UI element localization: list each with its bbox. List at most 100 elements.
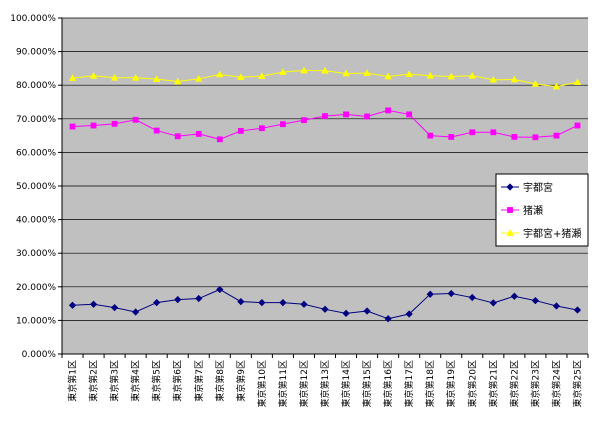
data-point-series-3 <box>405 70 413 77</box>
x-tick-label: 東京第2区 <box>88 360 100 402</box>
data-point-series-3 <box>216 70 224 78</box>
legend-label: 宇都宮+猪瀬 <box>523 227 581 240</box>
data-point-series-1 <box>447 289 455 298</box>
data-point-series-1 <box>510 292 518 300</box>
x-tick-label: 東京第24区 <box>550 360 562 407</box>
data-point-series-2 <box>322 113 328 120</box>
data-point-series-2 <box>132 116 139 123</box>
data-point-series-3 <box>300 66 308 74</box>
data-point-series-1 <box>195 294 203 303</box>
x-axis-tick-labels: 東京第1区 東京第2区 東京第3区 東京第4区 東京第5区 東京第6区 東京第7区 東京第8区… <box>67 360 584 407</box>
data-point-series-3 <box>363 69 371 76</box>
data-point-series-2 <box>343 111 349 118</box>
data-point-series-2 <box>469 129 476 136</box>
data-point-series-1 <box>68 301 77 309</box>
data-point-series-2 <box>574 122 581 129</box>
data-point-series-1 <box>531 296 540 305</box>
legend-label: 宇都宮 <box>523 181 553 194</box>
data-point-series-2 <box>258 125 265 132</box>
data-point-series-1 <box>110 304 119 312</box>
x-tick-label: 東京第7区 <box>193 360 205 402</box>
data-point-series-3 <box>426 71 434 79</box>
data-point-series-2 <box>237 127 244 134</box>
legend-label: 猪瀬 <box>523 205 543 217</box>
y-tick-label: 80.000% <box>16 81 56 91</box>
y-tick-label: 100.000% <box>10 14 56 24</box>
axes <box>61 18 589 358</box>
x-tick-label: 東京第19区 <box>445 360 457 407</box>
x-tick-label: 東京第17区 <box>403 360 415 407</box>
x-tick-label: 東京第22区 <box>508 360 520 407</box>
x-tick-label: 東京第16区 <box>382 360 394 407</box>
y-tick-label: 30.000% <box>16 249 56 259</box>
data-point-series-2 <box>511 134 518 140</box>
y-axis-tick-labels: 0.000% 10.000% 20.000% 30.000% 40.000% 50.000… <box>10 14 56 360</box>
data-point-series-2 <box>216 136 223 143</box>
data-point-series-3 <box>237 73 245 80</box>
data-point-series-3 <box>68 74 77 82</box>
legend-swatch-marker <box>507 207 513 213</box>
data-point-series-1 <box>153 298 161 307</box>
data-point-series-2 <box>385 107 392 114</box>
data-point-series-3 <box>195 74 203 82</box>
data-point-series-2 <box>195 131 202 137</box>
legend-swatch-marker <box>506 229 514 236</box>
data-point-series-3 <box>110 73 119 81</box>
data-point-series-3 <box>573 78 582 86</box>
data-point-series-3 <box>531 80 540 87</box>
data-point-series-2 <box>427 132 434 139</box>
x-tick-label: 東京第15区 <box>361 360 373 407</box>
data-point-series-3 <box>552 82 561 90</box>
x-tick-label: 東京第25区 <box>571 360 583 407</box>
x-tick-label: 東京第3区 <box>109 360 121 402</box>
data-point-series-3 <box>89 71 98 79</box>
data-point-series-1 <box>426 290 434 298</box>
data-point-series-1 <box>216 285 224 294</box>
x-tick-label: 東京第1区 <box>67 360 79 402</box>
data-point-series-1 <box>363 307 371 315</box>
data-point-series-2 <box>532 134 539 141</box>
data-point-series-1 <box>321 305 329 313</box>
data-point-series-3 <box>174 77 182 85</box>
data-point-series-2 <box>490 129 497 136</box>
data-point-series-2 <box>153 127 160 134</box>
data-point-series-2 <box>301 117 307 124</box>
data-point-series-2 <box>90 122 97 129</box>
data-point-series-1 <box>552 302 561 310</box>
data-point-series-2 <box>364 113 370 120</box>
legend-swatch-marker <box>506 183 514 191</box>
data-point-series-3 <box>447 72 455 80</box>
data-point-series-2 <box>111 120 118 127</box>
data-point-series-3 <box>384 72 392 80</box>
data-point-series-3 <box>468 71 476 79</box>
y-tick-label: 10.000% <box>16 316 56 326</box>
x-tick-label: 東京第6区 <box>172 360 184 402</box>
data-point-series-1 <box>300 300 308 308</box>
data-point-series-1 <box>279 298 287 307</box>
y-tick-label: 20.000% <box>16 283 56 293</box>
series-markers <box>68 66 582 323</box>
data-point-series-2 <box>69 123 76 130</box>
x-tick-label: 東京第14区 <box>340 360 352 407</box>
data-point-series-1 <box>405 310 413 318</box>
data-point-series-1 <box>258 298 266 307</box>
x-tick-label: 東京第8区 <box>214 360 226 402</box>
data-point-series-2 <box>553 132 560 139</box>
x-tick-label: 東京第4区 <box>130 360 142 402</box>
y-tick-label: 90.000% <box>16 48 56 58</box>
data-point-series-1 <box>468 293 476 302</box>
data-point-series-3 <box>131 73 140 81</box>
data-point-series-1 <box>489 299 497 307</box>
data-point-series-1 <box>237 297 245 306</box>
data-point-series-1 <box>174 295 182 304</box>
data-point-series-2 <box>280 121 286 128</box>
data-point-series-1 <box>132 308 140 316</box>
data-point-series-1 <box>384 315 392 323</box>
data-point-series-2 <box>448 134 455 140</box>
data-point-series-3 <box>279 68 287 75</box>
data-point-series-3 <box>510 75 519 83</box>
y-tick-label: 40.000% <box>16 216 56 226</box>
data-point-series-3 <box>258 72 266 79</box>
